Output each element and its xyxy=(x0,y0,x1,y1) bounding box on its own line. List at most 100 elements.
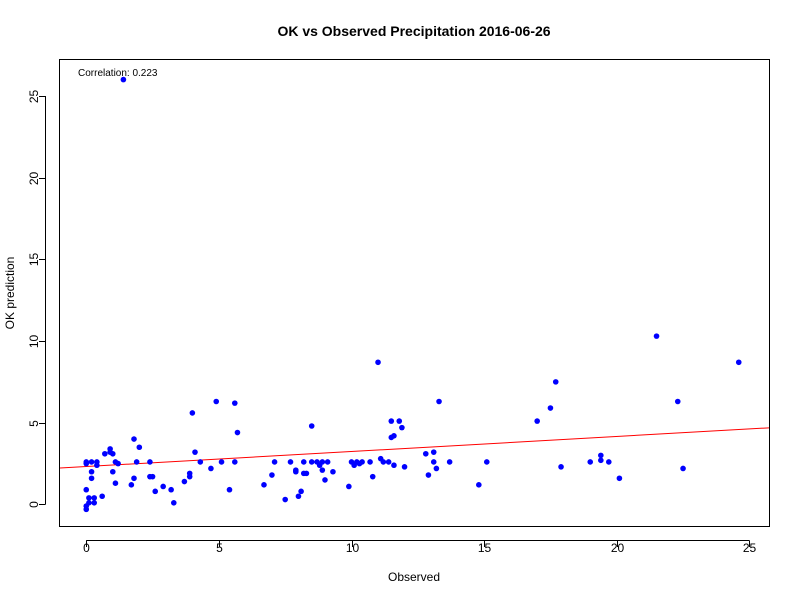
data-point xyxy=(131,436,137,442)
x-axis: 0 5 10 15 20 25 xyxy=(83,540,757,555)
data-point xyxy=(86,499,92,506)
data-point xyxy=(226,486,233,493)
data-point xyxy=(287,459,294,465)
data-point xyxy=(208,465,214,472)
data-point xyxy=(293,467,299,473)
y-tick-label: 20 xyxy=(27,172,41,186)
data-point xyxy=(605,459,612,465)
data-point xyxy=(189,410,196,416)
data-point xyxy=(298,488,304,495)
data-point xyxy=(295,493,302,500)
data-point xyxy=(128,482,135,488)
data-point xyxy=(231,400,238,406)
data-point xyxy=(558,464,564,470)
data-point xyxy=(422,450,429,457)
y-axis: 0 5 10 15 20 25 xyxy=(27,90,46,508)
data-point xyxy=(476,482,482,488)
x-axis-label: Observed xyxy=(388,570,440,584)
data-point xyxy=(598,457,604,464)
data-point xyxy=(192,449,198,455)
data-point xyxy=(83,460,90,467)
data-point xyxy=(88,475,95,482)
data-point xyxy=(375,359,381,366)
data-point xyxy=(102,450,108,457)
data-point xyxy=(91,499,98,506)
data-point xyxy=(308,423,315,429)
x-tick-label: 15 xyxy=(478,541,492,555)
x-tick-label: 20 xyxy=(611,541,625,555)
data-point xyxy=(483,459,490,465)
data-point xyxy=(282,496,288,503)
data-point xyxy=(109,468,116,475)
x-tick-label: 10 xyxy=(346,541,360,555)
x-tick-label: 5 xyxy=(216,541,223,555)
data-point xyxy=(218,459,225,465)
data-point xyxy=(271,459,278,465)
data-point xyxy=(616,475,623,482)
data-point xyxy=(213,398,220,405)
data-point xyxy=(399,424,405,431)
points-layer xyxy=(83,76,742,513)
data-point xyxy=(112,480,119,486)
plot-frame xyxy=(59,59,770,527)
data-point xyxy=(319,459,326,465)
data-point xyxy=(186,473,193,480)
x-tick-label: 0 xyxy=(83,541,90,555)
data-point xyxy=(231,459,238,465)
data-point xyxy=(168,486,174,493)
data-point xyxy=(391,433,397,439)
data-point xyxy=(446,459,453,465)
y-tick-label: 5 xyxy=(27,420,41,427)
data-point xyxy=(115,460,121,467)
data-point xyxy=(433,465,440,472)
data-point xyxy=(547,405,554,411)
data-point xyxy=(300,459,307,465)
data-point xyxy=(346,483,352,490)
data-point xyxy=(308,459,315,465)
data-point xyxy=(160,483,166,490)
data-point xyxy=(598,452,604,459)
data-point xyxy=(680,465,686,472)
data-point xyxy=(131,475,137,482)
data-point xyxy=(88,468,95,475)
data-point xyxy=(133,459,140,465)
data-point xyxy=(136,444,143,451)
data-point xyxy=(152,488,159,495)
data-point xyxy=(319,467,326,473)
data-point xyxy=(587,459,594,465)
y-tick-label: 25 xyxy=(27,90,41,104)
data-point xyxy=(88,459,95,465)
data-point xyxy=(149,473,156,480)
data-point xyxy=(91,495,98,501)
data-point xyxy=(735,359,742,366)
data-point xyxy=(94,462,100,469)
data-point xyxy=(261,482,267,488)
correlation-annotation: Correlation: 0.223 xyxy=(78,68,158,79)
y-tick-label: 10 xyxy=(27,335,41,349)
data-point xyxy=(99,493,105,500)
trend-layer xyxy=(60,427,769,469)
data-point xyxy=(322,477,328,483)
data-point xyxy=(120,76,127,83)
y-tick-label: 15 xyxy=(27,253,41,267)
data-point xyxy=(197,459,204,465)
data-point xyxy=(391,462,397,469)
data-point xyxy=(83,486,90,493)
regression-line xyxy=(60,427,769,469)
data-point xyxy=(436,398,442,405)
data-point xyxy=(367,459,373,465)
data-point xyxy=(303,470,310,477)
chart-title: OK vs Observed Precipitation 2016-06-26 xyxy=(277,23,550,39)
data-point xyxy=(401,464,408,470)
data-point xyxy=(396,418,403,424)
data-point xyxy=(359,459,365,465)
data-point xyxy=(430,449,437,455)
data-point xyxy=(425,472,432,478)
data-point xyxy=(534,418,540,424)
data-point xyxy=(170,499,177,506)
x-tick-label: 25 xyxy=(743,541,757,555)
data-point xyxy=(330,468,336,475)
y-tick-label: 0 xyxy=(27,501,41,508)
y-axis-label: OK prediction xyxy=(3,257,17,330)
